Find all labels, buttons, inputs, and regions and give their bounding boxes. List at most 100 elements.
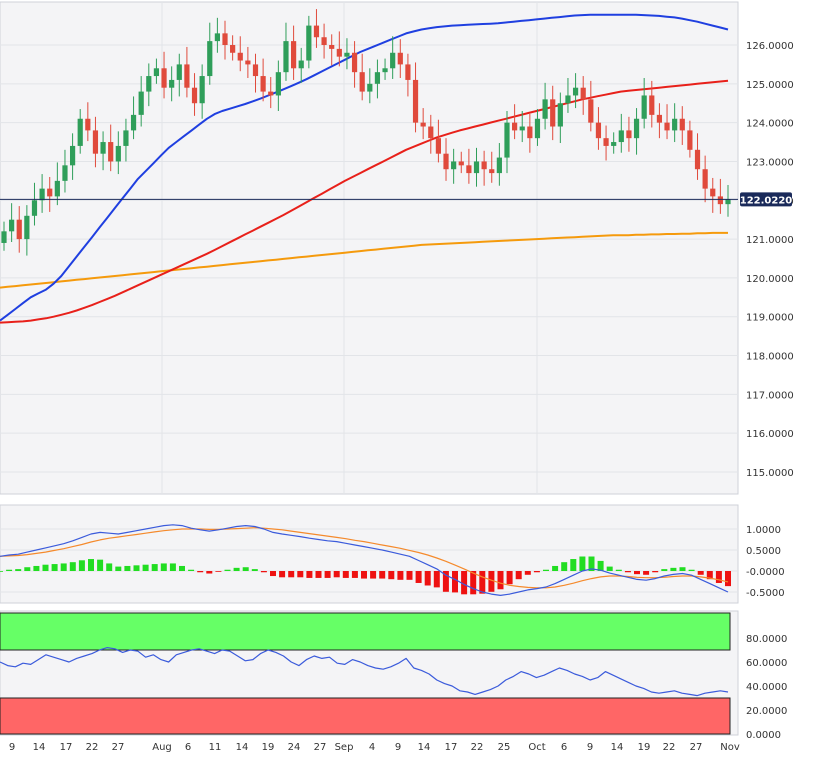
- macd-signal-line: [0, 527, 729, 589]
- candle-body: [291, 41, 297, 69]
- macd-histogram-bar: [552, 565, 559, 571]
- time-tick-label: 9: [587, 742, 593, 753]
- macd-histogram-bar: [315, 571, 322, 578]
- candle-body: [618, 130, 624, 143]
- candle-body: [283, 41, 289, 73]
- macd-histogram-bar: [288, 571, 295, 578]
- macd-histogram-bar: [97, 559, 104, 571]
- macd-histogram-bar: [260, 571, 267, 573]
- candle-body: [595, 122, 602, 139]
- time-tick-label: 11: [209, 742, 222, 753]
- macd-histogram-bar: [524, 571, 531, 575]
- macd-histogram-bar: [78, 560, 85, 571]
- candle-body: [390, 52, 396, 69]
- candle-body: [199, 76, 205, 104]
- macd-histogram-bar: [33, 565, 40, 571]
- time-tick-label: 17: [60, 742, 73, 753]
- rsi-panel: 80.0000 60.0000 40.0000 20.0000 0.0000: [0, 610, 787, 741]
- candle-body: [359, 72, 365, 92]
- macd-histogram-bar: [324, 571, 331, 578]
- macd-histogram-bar: [561, 562, 568, 571]
- macd-histogram-bar: [515, 571, 522, 580]
- time-tick-label: 17: [445, 742, 458, 753]
- candle-body: [108, 142, 114, 162]
- price-tick-label: 126.0000: [746, 41, 794, 52]
- candle-body: [184, 64, 190, 88]
- candle-body: [580, 87, 586, 100]
- candle-body: [9, 219, 15, 232]
- macd-histogram-bar: [160, 563, 167, 571]
- candle-body: [458, 161, 464, 166]
- macd-tick-label: -0.0000: [746, 567, 785, 578]
- candle-body: [656, 114, 663, 123]
- time-tick-label: 19: [638, 742, 651, 753]
- macd-gridlines: [0, 528, 738, 593]
- macd-histogram-bar: [452, 571, 458, 593]
- price-tick-label: 116.0000: [746, 429, 794, 440]
- rsi-tick-label: 40.0000: [746, 682, 787, 693]
- time-tick-label: 27: [690, 742, 703, 753]
- macd-histogram-bar: [124, 565, 131, 571]
- macd-histogram-bar: [197, 571, 204, 573]
- candle-body: [527, 126, 533, 139]
- candle-body: [725, 199, 731, 205]
- macd-histogram-bar: [270, 571, 276, 577]
- time-tick-label: 25: [498, 742, 511, 753]
- macd-histogram: [0, 556, 731, 595]
- candle-body: [115, 145, 121, 162]
- time-tick-label: 6: [561, 742, 567, 753]
- candle-body: [473, 161, 480, 174]
- macd-histogram-bar: [706, 571, 713, 580]
- macd-histogram-bar: [379, 571, 386, 579]
- macd-histogram-bar: [142, 564, 149, 571]
- macd-histogram-bar: [406, 571, 413, 580]
- candle-body: [687, 130, 693, 150]
- macd-histogram-bar: [361, 571, 367, 579]
- price-tick-label: 120.0000: [746, 274, 794, 285]
- last-price-badge: 122.0220: [740, 192, 792, 207]
- candle-body: [443, 153, 449, 170]
- time-tick-label: 4: [369, 742, 375, 753]
- candle-body: [702, 169, 708, 189]
- candle-body: [572, 87, 579, 96]
- macd-tick-label: 0.5000: [746, 546, 781, 557]
- candle-body: [169, 79, 175, 88]
- rsi-axis: 80.0000 60.0000 40.0000 20.0000 0.0000: [746, 634, 787, 741]
- candle-body: [489, 169, 495, 174]
- candle-body: [92, 130, 99, 154]
- candle-body: [222, 33, 228, 45]
- candle-body: [633, 118, 640, 139]
- candle-body: [504, 122, 510, 158]
- candle-body: [268, 91, 274, 96]
- macd-axis: 1.0000 0.5000 -0.0000 -0.5000: [746, 525, 785, 599]
- candle-body: [329, 45, 335, 49]
- macd-histogram-bar: [333, 571, 340, 578]
- price-tick-label: 115.0000: [746, 468, 794, 479]
- macd-histogram-bar: [415, 571, 422, 583]
- candle-body: [24, 215, 30, 240]
- time-tick-label: 9: [9, 742, 15, 753]
- macd-histogram-bar: [370, 571, 377, 579]
- macd-panel-background: [0, 504, 739, 604]
- time-tick-label: 22: [86, 742, 99, 753]
- macd-histogram-bar: [461, 571, 468, 595]
- macd-histogram-bar: [60, 563, 67, 571]
- candle-body: [451, 161, 457, 170]
- candle-body: [191, 87, 198, 104]
- last-price-badge-bg: [740, 192, 792, 207]
- candle-body: [694, 149, 701, 170]
- macd-histogram-bar: [697, 571, 704, 575]
- macd-main-line: [0, 524, 729, 597]
- candle-body: [382, 68, 388, 73]
- macd-histogram-bar: [51, 564, 58, 571]
- macd-histogram-bar: [42, 564, 49, 571]
- macd-histogram-bar: [497, 571, 504, 590]
- candle-body: [62, 165, 68, 181]
- macd-histogram-bar: [224, 569, 231, 571]
- macd-histogram-bar: [634, 571, 640, 575]
- time-tick-label: Sep: [335, 742, 354, 753]
- candle-body: [16, 219, 22, 240]
- macd-histogram-bar: [479, 571, 486, 594]
- price-tick-label: 124.0000: [746, 119, 794, 130]
